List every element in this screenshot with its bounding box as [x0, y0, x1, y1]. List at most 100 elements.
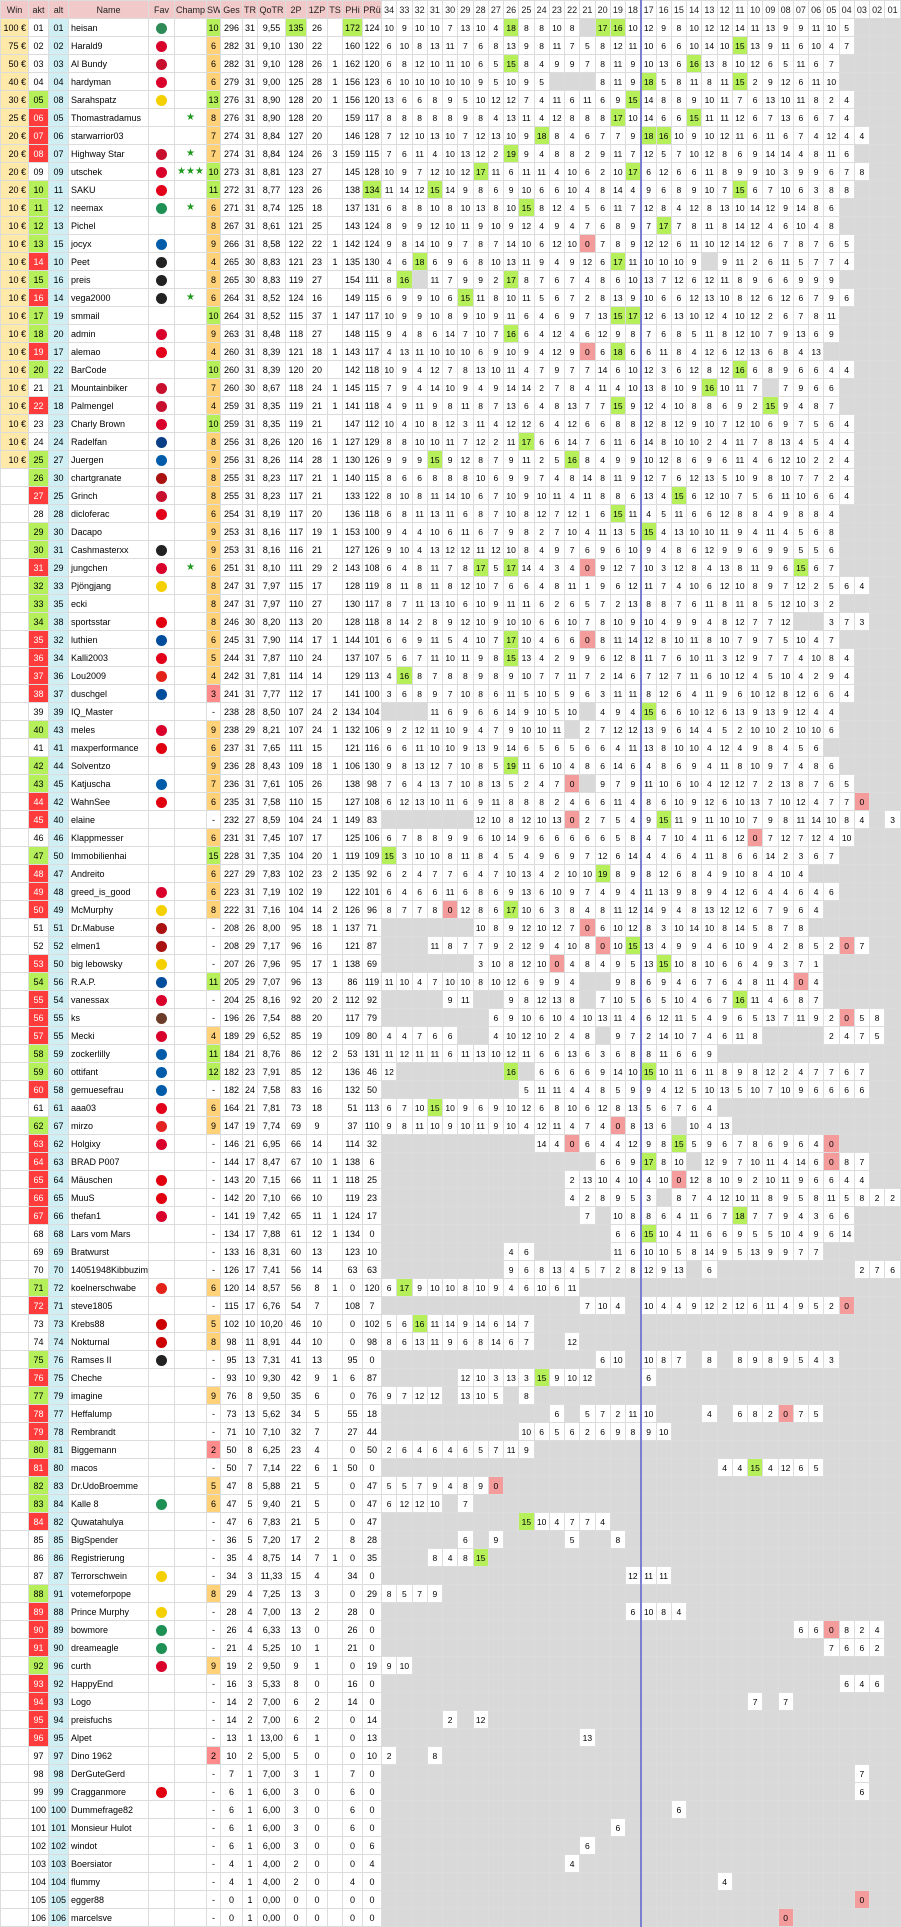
p1zp-cell: 2	[306, 1602, 328, 1621]
col-sw[interactable]: SW	[206, 0, 221, 19]
col-md-32[interactable]: 32	[411, 0, 428, 19]
matchday-cell	[838, 864, 855, 883]
col-md-18[interactable]: 18	[624, 0, 642, 19]
col-md-23[interactable]: 23	[548, 0, 566, 19]
col-md-26[interactable]: 26	[502, 0, 520, 19]
col-1zp[interactable]: 1ZP	[306, 0, 328, 19]
matchday-cell: 3	[639, 1188, 657, 1207]
matchday-cell: 13	[762, 90, 779, 109]
matchday-cell	[884, 378, 901, 397]
col-md-20[interactable]: 20	[594, 0, 611, 19]
matchday-cell: 6	[670, 684, 688, 703]
col-pru[interactable]: PRü	[362, 0, 382, 19]
col-md-13[interactable]: 13	[701, 0, 718, 19]
col-md-07[interactable]: 07	[792, 0, 810, 19]
col-md-10[interactable]: 10	[746, 0, 764, 19]
col-md-01[interactable]: 01	[884, 0, 901, 19]
name-cell: Sarahspatz	[68, 90, 149, 109]
col-ges[interactable]: Ges	[220, 0, 243, 19]
col-md-04[interactable]: 04	[838, 0, 855, 19]
matchday-cell: 11	[716, 270, 733, 289]
tr-cell: 10	[242, 1422, 258, 1441]
tr-cell: 31	[242, 108, 258, 127]
col-md-16[interactable]: 16	[655, 0, 672, 19]
matchday-cell: 11	[701, 324, 718, 343]
matchday-cell: 10	[701, 918, 718, 937]
col-md-22[interactable]: 22	[563, 0, 581, 19]
matchday-cell: 14	[701, 1242, 718, 1261]
matchday-cell: 14	[441, 324, 459, 343]
col-md-21[interactable]: 21	[579, 0, 596, 19]
col-md-31[interactable]: 31	[426, 0, 444, 19]
champ-cell	[174, 1206, 207, 1225]
matchday-cell: 6	[411, 882, 428, 901]
matchday-cell: 13	[411, 792, 428, 811]
col-2p[interactable]: 2P	[285, 0, 307, 19]
p2-cell: 3	[285, 1764, 307, 1783]
champ-cell	[174, 900, 207, 919]
tr-cell: 21	[242, 1098, 258, 1117]
col-md-34[interactable]: 34	[380, 0, 398, 19]
matchday-cell	[792, 1368, 810, 1387]
col-alt[interactable]: alt	[48, 0, 69, 19]
matchday-cell: 10	[426, 738, 444, 757]
col-md-24[interactable]: 24	[533, 0, 550, 19]
table-row: 35 32 luthien 6 245 31 7,90 114 17 1 144 101 6 6 9 11 5 4…	[0, 630, 901, 649]
matchday-cell	[685, 1332, 703, 1351]
champ-cell	[174, 72, 207, 91]
matchday-cell: 8	[426, 90, 444, 109]
champ-cell	[174, 594, 207, 613]
col-md-08[interactable]: 08	[777, 0, 794, 19]
matchday-cell	[563, 1566, 581, 1585]
col-qotr[interactable]: QoTR	[257, 0, 286, 19]
matchday-cell	[670, 1620, 688, 1639]
col-name[interactable]: Name	[68, 0, 149, 19]
matchday-cell	[594, 1620, 611, 1639]
col-md-11[interactable]: 11	[731, 0, 749, 19]
col-md-30[interactable]: 30	[441, 0, 459, 19]
col-md-09[interactable]: 09	[762, 0, 779, 19]
matchday-cell: 11	[426, 702, 444, 721]
col-md-05[interactable]: 05	[823, 0, 840, 19]
matchday-cell	[594, 1278, 611, 1297]
col-md-12[interactable]: 12	[716, 0, 733, 19]
champ-cell	[174, 1170, 207, 1189]
col-md-14[interactable]: 14	[685, 0, 703, 19]
matchday-cell	[639, 1512, 657, 1531]
qotr-cell: 8,61	[257, 216, 286, 235]
col-champ[interactable]: Champ	[174, 0, 207, 19]
p2-cell: 123	[285, 162, 307, 181]
col-md-27[interactable]: 27	[487, 0, 505, 19]
col-md-17[interactable]: 17	[639, 0, 657, 19]
col-ts[interactable]: TS	[327, 0, 343, 19]
col-md-33[interactable]: 33	[396, 0, 413, 19]
matchday-cell: 6	[807, 54, 825, 73]
matchday-cell: 6	[762, 342, 779, 361]
col-akt[interactable]: akt	[28, 0, 49, 19]
alt-cell: 79	[48, 1386, 69, 1405]
matchday-cell: 8	[563, 144, 581, 163]
col-md-29[interactable]: 29	[457, 0, 474, 19]
matchday-cell	[579, 1746, 596, 1765]
col-fav[interactable]: Fav	[148, 0, 175, 19]
col-phi[interactable]: PHi	[342, 0, 363, 19]
col-md-19[interactable]: 19	[609, 0, 627, 19]
col-md-28[interactable]: 28	[472, 0, 489, 19]
col-md-06[interactable]: 06	[807, 0, 825, 19]
matchday-cell	[609, 1440, 627, 1459]
matchday-cell: 17	[594, 18, 611, 37]
matchday-cell	[396, 1260, 413, 1279]
matchday-cell	[762, 1728, 779, 1747]
col-tr[interactable]: TR	[242, 0, 258, 19]
matchday-cell: 8	[533, 36, 550, 55]
col-md-03[interactable]: 03	[853, 0, 871, 19]
matchday-cell: 10	[731, 306, 749, 325]
col-md-02[interactable]: 02	[868, 0, 886, 19]
p2-cell: 114	[285, 666, 307, 685]
col-win[interactable]: Win	[0, 0, 29, 19]
sw-cell: 4	[206, 396, 221, 415]
col-md-25[interactable]: 25	[518, 0, 535, 19]
col-md-15[interactable]: 15	[670, 0, 688, 19]
phi-cell: 126	[342, 900, 363, 919]
matchday-cell: 6	[655, 1098, 672, 1117]
